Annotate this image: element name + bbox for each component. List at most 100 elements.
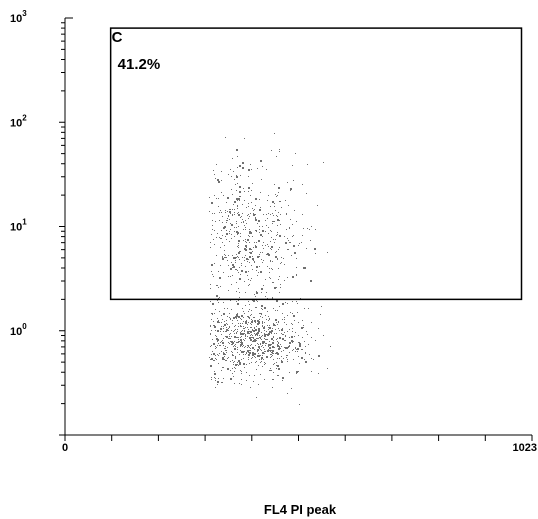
event-point bbox=[263, 359, 264, 360]
event-point bbox=[289, 372, 290, 373]
event-point bbox=[232, 275, 233, 276]
event-point bbox=[277, 324, 278, 325]
event-point bbox=[274, 325, 275, 326]
event-point bbox=[215, 178, 216, 179]
event-point bbox=[270, 354, 271, 355]
event-point bbox=[223, 313, 225, 315]
event-point bbox=[277, 259, 278, 260]
event-point bbox=[261, 346, 262, 347]
event-point bbox=[262, 335, 263, 336]
event-point bbox=[229, 231, 230, 232]
event-point bbox=[248, 259, 249, 260]
event-point bbox=[223, 302, 224, 303]
event-point bbox=[221, 326, 222, 327]
event-point bbox=[251, 321, 253, 323]
event-point bbox=[211, 202, 213, 204]
event-point bbox=[222, 257, 223, 258]
event-point bbox=[248, 329, 249, 330]
event-point bbox=[228, 215, 229, 216]
event-point bbox=[297, 312, 298, 313]
event-point bbox=[218, 271, 219, 272]
event-point bbox=[238, 240, 240, 242]
event-point bbox=[301, 357, 303, 359]
event-point bbox=[255, 334, 256, 335]
event-point bbox=[216, 336, 217, 337]
event-point bbox=[218, 363, 219, 364]
event-point bbox=[279, 358, 280, 359]
event-point bbox=[244, 331, 245, 332]
event-point bbox=[248, 285, 249, 286]
event-point bbox=[230, 169, 231, 170]
event-point bbox=[274, 206, 275, 207]
event-point bbox=[284, 236, 285, 237]
event-point bbox=[247, 275, 248, 276]
event-point bbox=[313, 359, 314, 360]
event-point bbox=[237, 205, 238, 206]
event-point bbox=[255, 335, 256, 336]
event-point bbox=[281, 333, 282, 334]
gate-c-rectangle[interactable] bbox=[109, 27, 523, 301]
event-point bbox=[224, 308, 225, 309]
event-point bbox=[287, 303, 288, 304]
event-point bbox=[267, 244, 268, 245]
event-point bbox=[270, 357, 271, 358]
event-point bbox=[244, 340, 245, 341]
event-point bbox=[231, 309, 232, 310]
event-point bbox=[263, 347, 264, 348]
event-point bbox=[234, 333, 235, 334]
event-point bbox=[220, 238, 221, 239]
event-point bbox=[257, 301, 258, 302]
event-point bbox=[303, 228, 304, 229]
event-point bbox=[232, 255, 233, 256]
event-point bbox=[265, 339, 266, 340]
event-point bbox=[255, 245, 256, 246]
event-point bbox=[211, 379, 212, 380]
event-point bbox=[274, 287, 276, 289]
event-point bbox=[271, 249, 272, 250]
event-point bbox=[298, 245, 299, 246]
event-point bbox=[292, 342, 293, 343]
event-point bbox=[259, 313, 260, 314]
event-point bbox=[219, 277, 221, 279]
event-point bbox=[223, 195, 224, 196]
event-point bbox=[234, 236, 235, 237]
event-point bbox=[239, 196, 240, 197]
event-point bbox=[299, 343, 301, 345]
event-point bbox=[256, 333, 258, 335]
event-point bbox=[268, 233, 269, 234]
event-point bbox=[232, 214, 233, 215]
event-point bbox=[217, 354, 218, 355]
event-point bbox=[230, 209, 231, 210]
event-point bbox=[229, 334, 230, 335]
event-point bbox=[226, 360, 227, 361]
event-point bbox=[279, 306, 280, 307]
event-point bbox=[290, 188, 292, 190]
event-point bbox=[243, 311, 244, 312]
event-point bbox=[239, 251, 240, 252]
event-point bbox=[241, 265, 242, 266]
event-point bbox=[318, 328, 319, 329]
event-point bbox=[252, 347, 254, 349]
event-point bbox=[233, 171, 234, 172]
event-point bbox=[245, 346, 246, 347]
event-point bbox=[219, 237, 220, 238]
event-point bbox=[215, 348, 216, 349]
event-point bbox=[248, 176, 249, 177]
event-point bbox=[275, 256, 277, 258]
event-point bbox=[255, 217, 256, 218]
event-point bbox=[297, 303, 298, 304]
event-point bbox=[253, 330, 254, 331]
event-point bbox=[218, 320, 219, 321]
event-point bbox=[243, 345, 244, 346]
event-point bbox=[232, 352, 233, 353]
event-point bbox=[223, 328, 224, 329]
event-point bbox=[303, 325, 304, 326]
event-point bbox=[242, 344, 243, 345]
event-point bbox=[259, 359, 260, 360]
event-point bbox=[238, 339, 239, 340]
event-point bbox=[286, 347, 288, 349]
event-point bbox=[234, 345, 235, 346]
event-point bbox=[238, 316, 240, 318]
event-point bbox=[278, 192, 279, 193]
event-point bbox=[307, 164, 308, 165]
